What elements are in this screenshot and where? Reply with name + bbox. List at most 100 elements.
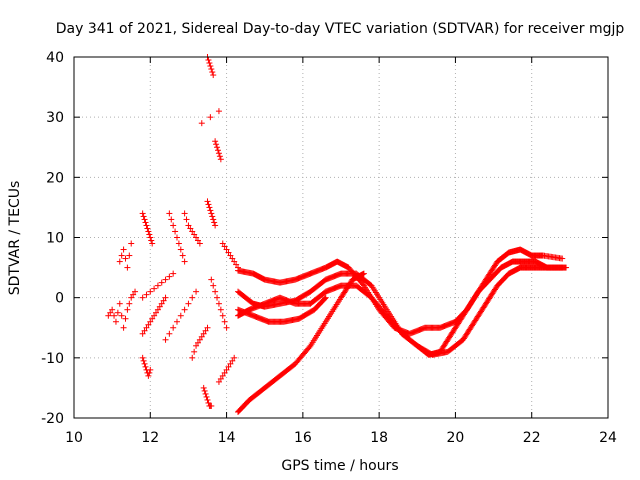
data-point: [563, 264, 570, 271]
data-point: [210, 282, 217, 289]
data-point: [233, 261, 240, 268]
data-point: [194, 237, 201, 244]
data-point: [179, 252, 186, 259]
data-point: [162, 294, 169, 301]
data-point: [359, 281, 366, 288]
data-point: [194, 339, 201, 346]
data-point: [111, 312, 118, 319]
data-point: [168, 216, 175, 223]
data-point: [204, 396, 211, 403]
data-point: [198, 120, 205, 127]
y-tick-label: 0: [55, 291, 64, 307]
x-tick-label: 14: [218, 430, 236, 446]
data-point: [140, 213, 147, 220]
data-point: [145, 372, 152, 379]
data-point: [114, 309, 121, 316]
data-point: [124, 264, 131, 271]
data-point: [107, 309, 114, 316]
data-point: [147, 234, 154, 241]
data-point: [151, 312, 158, 319]
data-point: [154, 282, 161, 289]
data-point: [128, 294, 135, 301]
data-point: [215, 150, 222, 157]
data-point: [227, 360, 234, 367]
x-tick-label: 10: [65, 430, 83, 446]
chart-title: Day 341 of 2021, Sidereal Day-to-day VTE…: [56, 21, 625, 37]
data-point: [196, 240, 203, 247]
data-points: [105, 54, 570, 415]
data-point: [217, 306, 224, 313]
data-point: [209, 69, 216, 76]
data-point: [139, 294, 146, 301]
data-point: [231, 354, 238, 361]
data-point: [126, 252, 133, 259]
data-point: [166, 210, 173, 217]
data-point: [149, 315, 156, 322]
x-tick-label: 16: [294, 430, 312, 446]
data-point: [203, 393, 210, 400]
data-point: [221, 369, 228, 376]
data-point: [223, 366, 230, 373]
data-point: [321, 295, 328, 302]
data-point: [139, 330, 146, 337]
data-point: [120, 324, 127, 331]
data-point: [210, 216, 217, 223]
data-point: [208, 276, 215, 283]
data-point: [141, 327, 148, 334]
data-point: [142, 219, 149, 226]
data-point: [225, 249, 232, 256]
data-point: [229, 255, 236, 262]
data-point: [223, 246, 230, 253]
data-point: [170, 324, 177, 331]
data-point: [231, 258, 238, 265]
data-point: [181, 306, 188, 313]
data-point: [153, 309, 160, 316]
data-point: [221, 318, 228, 325]
data-point: [225, 363, 232, 370]
data-point: [211, 219, 218, 226]
data-point: [166, 273, 173, 280]
data-point: [207, 114, 214, 121]
data-point: [118, 252, 125, 259]
data-point: [193, 234, 200, 241]
data-point: [187, 225, 194, 232]
data-point: [214, 144, 221, 151]
data-point: [207, 63, 214, 70]
data-point: [158, 300, 165, 307]
data-point: [118, 312, 125, 319]
data-point: [208, 66, 215, 73]
data-point: [360, 270, 367, 277]
data-point: [212, 138, 219, 145]
data-point: [158, 279, 165, 286]
data-point: [145, 321, 152, 328]
data-point: [206, 60, 213, 67]
data-point: [193, 342, 200, 349]
data-point: [322, 294, 329, 301]
x-tick-label: 20: [447, 430, 465, 446]
x-axis-label: GPS time / hours: [281, 458, 398, 474]
x-tick-label: 22: [523, 430, 541, 446]
data-point: [143, 324, 150, 331]
data-point: [202, 390, 209, 397]
data-point: [109, 306, 116, 313]
data-point: [196, 336, 203, 343]
data-point: [166, 330, 173, 337]
data-point: [177, 246, 184, 253]
data-point: [147, 366, 154, 373]
data-point: [177, 312, 184, 319]
data-point: [219, 240, 226, 247]
data-point: [142, 363, 149, 370]
data-point: [223, 324, 230, 331]
data-point: [112, 318, 119, 325]
y-tick-label: 40: [46, 50, 64, 66]
data-point: [206, 204, 213, 211]
data-point: [227, 252, 234, 259]
data-point: [105, 312, 112, 319]
data-point: [204, 324, 211, 331]
data-point: [181, 258, 188, 265]
data-point: [146, 369, 153, 376]
data-point: [141, 216, 148, 223]
data-point: [212, 222, 219, 229]
data-point: [200, 384, 207, 391]
